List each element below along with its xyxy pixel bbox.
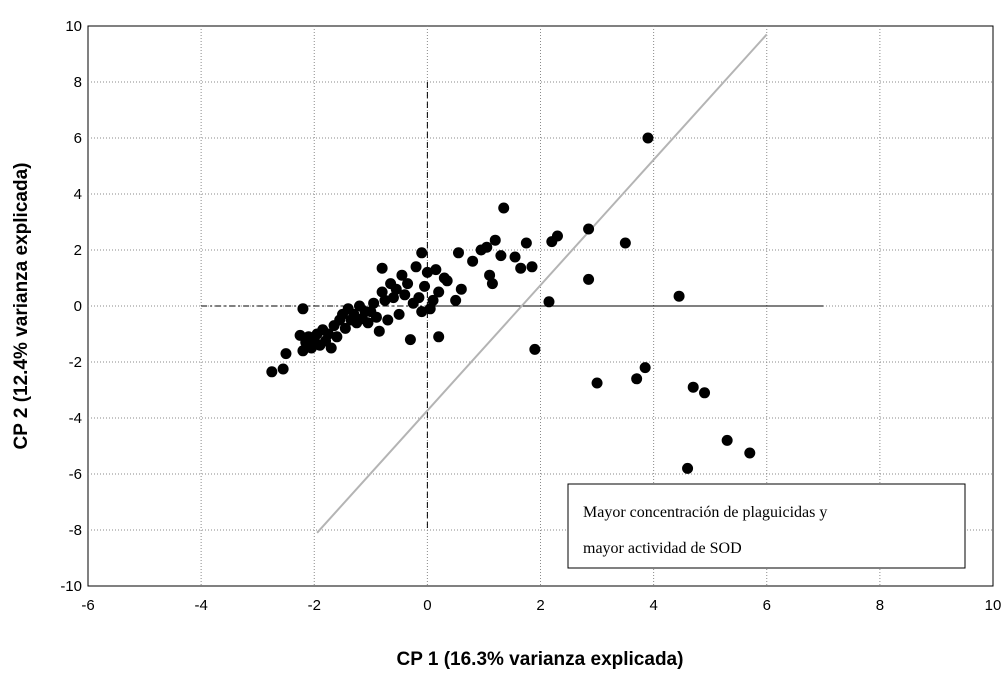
data-point [687,381,699,393]
y-tick-label: 6 [74,130,82,147]
data-point [305,342,317,354]
x-tick-label: 2 [536,597,544,614]
data-point [376,262,388,274]
data-point [297,303,309,315]
data-point [509,251,521,263]
data-point [348,308,360,320]
data-point [396,269,408,281]
x-tick-label: 10 [985,597,1002,614]
data-point [277,363,289,375]
annotation-line-2: mayor actividad de SOD [583,540,742,557]
data-point [744,447,756,459]
data-point [619,237,631,249]
annotation-line-1: Mayor concentración de plaguicidas y [583,504,827,521]
data-point [379,294,391,306]
data-point [368,297,380,309]
annotation-box: Mayor concentración de plaguicidas y may… [567,483,966,569]
y-tick-label: -2 [69,354,82,371]
data-point [373,325,385,337]
data-point [699,387,711,399]
y-tick-label: 0 [74,298,82,315]
data-point [489,234,501,246]
data-point [399,289,411,301]
data-point [427,294,439,306]
data-point [520,237,532,249]
data-point [450,294,462,306]
y-tick-label: 2 [74,242,82,259]
data-point [331,331,343,343]
data-point [376,286,388,298]
x-tick-label: -2 [308,597,321,614]
data-point [362,317,374,329]
data-point [467,255,479,267]
x-tick-label: -6 [81,597,94,614]
y-tick-label: -10 [60,578,82,595]
data-point [280,348,292,360]
x-tick-label: -4 [194,597,207,614]
y-tick-label: -6 [69,466,82,483]
data-point [441,275,453,287]
y-tick-label: -4 [69,410,82,427]
data-point [325,342,337,354]
data-point [673,290,685,302]
data-point [339,322,351,334]
data-point [484,269,496,281]
data-point [631,373,643,385]
tick-labels: -6 -4 -2 0 2 4 6 8 10 -10 -8 -6 -4 -2 0 2 4 6 8 10 [60,18,1001,614]
data-point [583,223,595,235]
data-point [551,230,563,242]
data-point [421,266,433,278]
data-point [591,377,603,389]
data-point [424,303,436,315]
data-point [419,280,431,292]
data-point [413,292,425,304]
y-tick-label: 8 [74,74,82,91]
data-point [382,314,394,326]
data-point [416,247,428,259]
data-point [495,250,507,262]
data-point [642,132,654,144]
data-point [721,434,733,446]
data-point [543,296,555,308]
data-point [297,345,309,357]
data-point [410,261,422,273]
data-point [433,331,445,343]
x-axis-title: CP 1 (16.3% varianza explicada) [397,649,684,670]
data-point [430,264,442,276]
x-tick-label: 8 [876,597,884,614]
data-point [404,334,416,346]
data-point [486,278,498,290]
data-point [682,462,694,474]
data-point [526,261,538,273]
x-tick-label: 4 [649,597,657,614]
data-point [322,328,334,340]
y-tick-label: 10 [65,18,82,35]
data-point [639,362,651,374]
x-tick-label: 6 [763,597,771,614]
data-point [402,278,414,290]
data-point [387,292,399,304]
data-point [529,343,541,355]
data-point [452,247,464,259]
diagonal-separator-line [316,33,768,534]
y-tick-label: -8 [69,522,82,539]
data-point [390,283,402,295]
y-tick-label: 4 [74,186,82,203]
reference-lines [201,33,824,534]
y-axis-title: CP 2 (12.4% varianza explicada) [11,163,32,450]
data-point [498,202,510,214]
data-point [481,241,493,253]
data-points [266,132,756,474]
data-point [455,283,467,295]
data-point [583,273,595,285]
data-point [515,262,527,274]
data-point [433,286,445,298]
data-point [370,311,382,323]
x-tick-label: 0 [423,597,431,614]
data-point [393,308,405,320]
data-point [266,366,278,378]
data-point [416,306,428,318]
